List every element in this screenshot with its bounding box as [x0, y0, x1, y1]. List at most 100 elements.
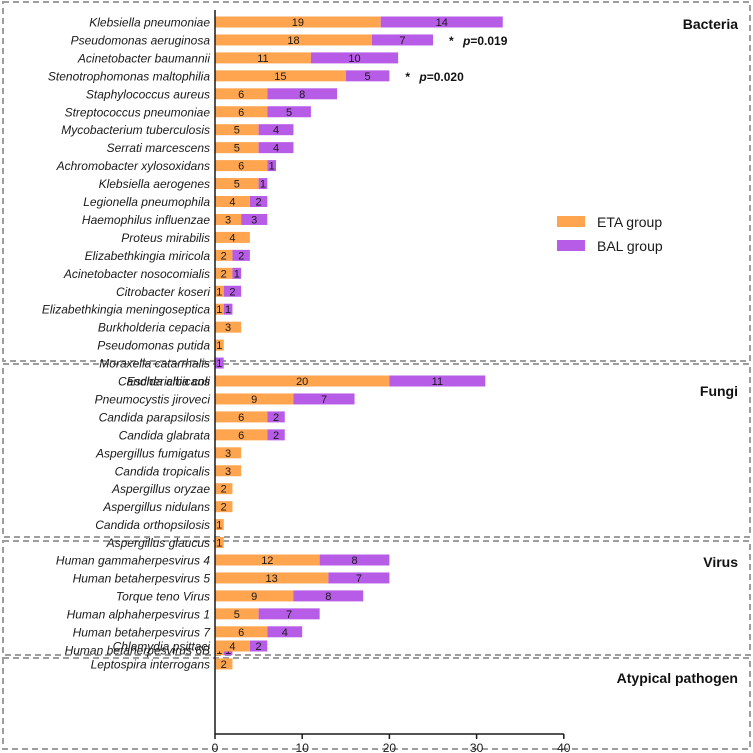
value-label-bal: 1: [260, 179, 266, 191]
organism-label: Moraxella catarrhalis: [99, 357, 210, 371]
bar-eta: [215, 267, 233, 279]
value-label-eta: 1: [216, 286, 222, 298]
value-label-eta: 1: [216, 520, 222, 532]
p-value-symbol: p: [462, 34, 470, 48]
value-label-eta: 2: [221, 502, 227, 514]
value-label-bal: 7: [356, 573, 362, 585]
value-label-eta: 3: [225, 214, 231, 226]
bar-bal: [328, 572, 390, 584]
bar-eta: [215, 626, 268, 638]
bar-eta: [215, 537, 224, 549]
bar-bal: [232, 249, 250, 261]
organism-label: Elizabethkingia meningoseptica: [42, 303, 210, 317]
value-label-eta: 19: [292, 17, 304, 29]
value-label-eta: 6: [238, 89, 244, 101]
value-label-eta: 5: [234, 125, 240, 137]
bar-bal: [267, 411, 285, 423]
organism-label: Haemophilus influenzae: [82, 213, 210, 227]
bar-bal: [249, 640, 268, 652]
organism-label: Pseudomonas aeruginosa: [71, 33, 211, 47]
value-label-eta: 1: [216, 304, 222, 316]
organism-label: Aspergillus fumigatus: [95, 446, 210, 460]
value-label-bal: 2: [273, 412, 279, 424]
organism-label: Human betaherpesvirus 6B: [65, 643, 210, 657]
bar-eta: [215, 572, 329, 584]
bar-bal: [371, 34, 433, 46]
organism-label: Mycobacterium tuberculosis: [61, 123, 210, 137]
x-tick-label: 10: [296, 741, 310, 753]
bar-eta: [215, 52, 311, 64]
value-label-bal: 1: [225, 304, 231, 316]
bar-eta: [215, 213, 242, 225]
bar-bal: [232, 267, 242, 279]
bar-eta: [215, 231, 250, 243]
value-label-bal: 2: [256, 641, 262, 653]
value-label-bal: 8: [325, 591, 331, 603]
panel-frame-atypical-pathogen: [2, 657, 751, 750]
organism-label: Chlamydia psittaci: [113, 640, 211, 654]
bar-eta: [215, 124, 259, 136]
group-title: Atypical pathogen: [617, 670, 738, 686]
bar-eta: [215, 88, 268, 100]
value-label-bal: 5: [286, 107, 292, 119]
bar-eta: [215, 429, 268, 441]
bar-bal: [389, 375, 486, 387]
value-label-eta: 3: [225, 322, 231, 334]
value-label-bal: 14: [436, 17, 448, 29]
value-label-bal: 2: [273, 430, 279, 442]
organism-label: Candida parapsilosis: [99, 410, 210, 424]
x-tick-label: 40: [557, 741, 571, 753]
value-label-bal: 2: [238, 250, 244, 262]
value-label-bal: 4: [273, 125, 279, 137]
group-title: Fungi: [700, 383, 738, 399]
bar-bal: [258, 124, 294, 136]
value-label-bal: 1: [269, 161, 275, 173]
organism-label: Escherichia coli: [127, 375, 211, 389]
organism-label: Candida glabrata: [119, 428, 211, 442]
bar-eta: [215, 658, 233, 670]
x-tick-label: 30: [470, 741, 484, 753]
bar-bal: [223, 303, 233, 315]
panel-frame-fungi: [2, 363, 751, 538]
value-label-eta: 6: [238, 161, 244, 173]
bar-eta: [215, 16, 381, 28]
panel-frame-bacteria: [2, 1, 751, 362]
bar-eta: [215, 447, 242, 459]
bar-bal: [380, 16, 503, 28]
organism-label: Aspergillus glaucus: [106, 536, 210, 550]
bar-eta: [215, 640, 250, 652]
bar-bal: [267, 106, 311, 118]
bar-bal: [215, 357, 224, 369]
value-label-eta: 6: [238, 430, 244, 442]
p-value-symbol: p: [418, 70, 426, 84]
value-label-eta: 5: [234, 143, 240, 155]
bar-bal: [310, 52, 399, 64]
organism-label: Streptococcus pneumoniae: [65, 105, 211, 119]
organism-label: Human gammaherpesvirus 4: [56, 554, 210, 568]
value-label-bal: 4: [282, 627, 288, 639]
bar-bal: [267, 429, 285, 441]
bar-bal: [249, 196, 268, 207]
legend: ETA group BAL group: [557, 214, 663, 254]
value-label-eta: 9: [251, 591, 257, 603]
bar-bal: [241, 213, 268, 225]
bar-eta: [215, 519, 224, 531]
value-label-eta: 2: [221, 250, 227, 262]
value-label-bal: 3: [251, 214, 257, 226]
bar-bal: [258, 178, 268, 190]
bar-eta: [215, 339, 224, 351]
value-label-bal: 2: [256, 197, 262, 209]
organism-label: Aspergillus oryzae: [111, 482, 210, 496]
value-label-bal: 5: [365, 71, 371, 83]
value-label-eta: 3: [225, 448, 231, 460]
bar-eta: [215, 70, 346, 82]
organism-label: Candida tropicalis: [115, 464, 210, 478]
value-label-eta: 4: [229, 232, 235, 244]
organism-label: Legionella pneumophila: [83, 195, 210, 209]
value-label-eta: 1: [216, 538, 222, 550]
value-label-eta: 3: [225, 466, 231, 478]
value-label-bal: 1: [216, 358, 222, 370]
value-label-eta: 18: [287, 35, 299, 47]
organism-label: Elizabethkingia miricola: [85, 249, 211, 263]
